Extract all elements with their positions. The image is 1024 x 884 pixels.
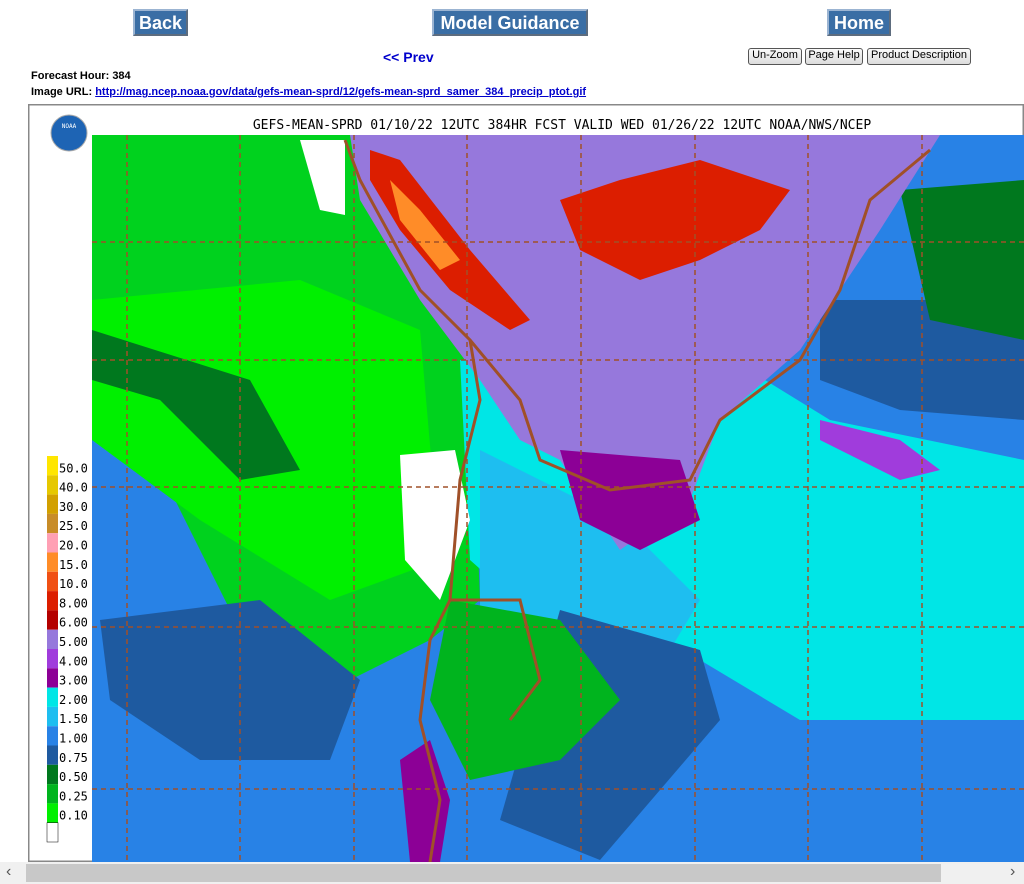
- map: NOAA GEFS-MEAN-SPRD 01/10/22 12UTC 384HR…: [26, 102, 1024, 864]
- lat-lon-grid: [92, 135, 1024, 862]
- scroll-left[interactable]: ‹: [6, 863, 12, 880]
- legend-swatch: [47, 610, 58, 630]
- legend-label: 5.00: [59, 635, 88, 649]
- map-frame: NOAA GEFS-MEAN-SPRD 01/10/22 12UTC 384HR…: [26, 102, 1024, 864]
- legend-label: 0.75: [59, 751, 88, 765]
- legend-label: 30.0: [59, 500, 88, 514]
- legend-swatch: [47, 687, 58, 707]
- back-button[interactable]: Back: [133, 9, 188, 36]
- legend-swatch: [47, 456, 58, 476]
- map-title: GEFS-MEAN-SPRD 01/10/22 12UTC 384HR FCST…: [253, 118, 871, 133]
- image-url: Image URL: http://mag.ncep.noaa.gov/data…: [31, 86, 586, 98]
- noaa-logo: NOAA: [62, 123, 77, 130]
- model-guidance-button[interactable]: Model Guidance: [432, 9, 588, 36]
- legend-swatch: [47, 513, 58, 534]
- prev-link[interactable]: << Prev: [383, 49, 434, 65]
- label: Forecast Hour:: [31, 70, 110, 82]
- product-description-button[interactable]: Product Description: [867, 48, 971, 65]
- legend-label: 40.0: [59, 481, 88, 495]
- legend-swatch: [47, 571, 58, 592]
- legend-label: 0.25: [59, 789, 88, 803]
- scroll-thumb[interactable]: [26, 864, 941, 882]
- legend-swatch: [47, 533, 58, 553]
- forecast-hour: Forecast Hour: 384: [31, 70, 131, 82]
- legend-swatch: [47, 764, 58, 785]
- legend-label: 25.0: [59, 519, 88, 533]
- legend-label: 6.00: [59, 616, 88, 630]
- legend-label: 8.00: [59, 596, 88, 610]
- url-link[interactable]: http://mag.ncep.noaa.gov/data/gefs-mean-…: [95, 86, 587, 98]
- legend-label: 1.00: [59, 732, 88, 746]
- scrollbar[interactable]: ‹ ›: [0, 862, 1024, 884]
- legend-label: 50.0: [59, 461, 88, 475]
- unzoom-button[interactable]: Un-Zoom: [748, 48, 802, 65]
- legend-label: 2.00: [59, 693, 88, 707]
- page-help-button[interactable]: Page Help: [805, 48, 863, 65]
- legend-swatch: [47, 552, 58, 572]
- legend-label: 20.0: [59, 539, 88, 553]
- legend-label: 3.00: [59, 674, 88, 688]
- legend-label: 15.0: [59, 558, 88, 572]
- legend-swatch: [46, 822, 59, 843]
- legend-swatch: [47, 668, 58, 688]
- legend-label: 4.00: [59, 654, 88, 668]
- legend-swatch: [47, 629, 58, 649]
- legend-swatch: [47, 726, 58, 746]
- legend-swatch: [47, 803, 58, 823]
- legend-label: 10.0: [59, 577, 88, 591]
- legend-label: 0.50: [59, 770, 88, 784]
- label: Image URL:: [31, 86, 93, 98]
- legend-swatch: [47, 706, 58, 727]
- legend: 50.0 40.0 30.0 25.0 20.0 15.0 10.0 8.00 6.00 5.00…: [46, 456, 88, 843]
- legend-swatch: [47, 591, 58, 611]
- legend-label: 1.50: [59, 712, 88, 726]
- home-button[interactable]: Home: [827, 9, 891, 36]
- legend-swatch: [47, 649, 58, 669]
- legend-swatch: [47, 475, 58, 495]
- value: 384: [112, 70, 131, 82]
- legend-label: 0.10: [59, 809, 88, 823]
- legend-swatch: [47, 745, 58, 765]
- scroll-right[interactable]: ›: [1010, 863, 1016, 880]
- legend-swatch: [47, 784, 58, 804]
- legend-swatch: [47, 494, 58, 514]
